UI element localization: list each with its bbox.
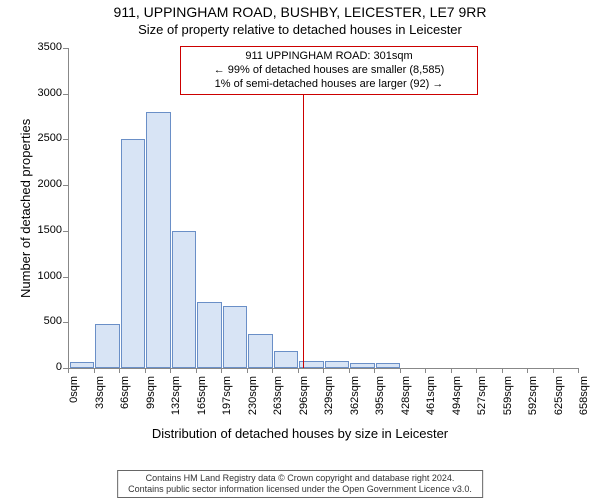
x-tick-mark	[527, 368, 528, 373]
x-tick-label: 0sqm	[68, 376, 80, 403]
histogram-bar	[376, 363, 401, 368]
info-box: 911 UPPINGHAM ROAD: 301sqm ← 99% of deta…	[180, 46, 478, 95]
x-tick-mark	[119, 368, 120, 373]
histogram-bar	[197, 302, 222, 368]
title-main: 911, UPPINGHAM ROAD, BUSHBY, LEICESTER, …	[0, 4, 600, 20]
x-tick-mark	[502, 368, 503, 373]
x-tick-mark	[578, 368, 579, 373]
info-line-2: ← 99% of detached houses are smaller (8,…	[189, 64, 469, 78]
x-tick-mark	[451, 368, 452, 373]
x-tick-label: 165sqm	[196, 376, 208, 415]
plot-area	[68, 48, 579, 369]
x-tick-mark	[425, 368, 426, 373]
y-tick-label: 2000	[22, 178, 62, 190]
histogram-bar	[248, 334, 273, 368]
histogram-bar	[223, 306, 248, 368]
x-tick-mark	[145, 368, 146, 373]
y-tick-mark	[63, 322, 68, 323]
x-tick-label: 197sqm	[221, 376, 233, 415]
y-tick-label: 500	[22, 315, 62, 327]
marker-line	[303, 48, 304, 368]
footer-line-1: Contains HM Land Registry data © Crown c…	[128, 473, 472, 484]
x-tick-mark	[196, 368, 197, 373]
x-tick-label: 99sqm	[145, 376, 157, 409]
y-tick-mark	[63, 94, 68, 95]
y-tick-label: 0	[22, 361, 62, 373]
x-tick-mark	[221, 368, 222, 373]
x-tick-mark	[323, 368, 324, 373]
x-tick-label: 362sqm	[349, 376, 361, 415]
x-tick-label: 395sqm	[374, 376, 386, 415]
chart-container: 911, UPPINGHAM ROAD, BUSHBY, LEICESTER, …	[0, 0, 600, 500]
x-tick-label: 263sqm	[272, 376, 284, 415]
footer-line-2: Contains public sector information licen…	[128, 484, 472, 495]
x-tick-mark	[400, 368, 401, 373]
x-tick-label: 296sqm	[298, 376, 310, 415]
x-tick-label: 230sqm	[247, 376, 259, 415]
histogram-bar	[350, 363, 375, 368]
y-tick-mark	[63, 185, 68, 186]
x-tick-label: 66sqm	[119, 376, 131, 409]
x-tick-mark	[374, 368, 375, 373]
x-tick-mark	[94, 368, 95, 373]
x-tick-mark	[68, 368, 69, 373]
x-tick-label: 559sqm	[502, 376, 514, 415]
y-tick-label: 3000	[22, 87, 62, 99]
x-tick-label: 329sqm	[323, 376, 335, 415]
y-tick-label: 1000	[22, 270, 62, 282]
histogram-bar	[95, 324, 120, 368]
x-tick-mark	[298, 368, 299, 373]
y-tick-label: 1500	[22, 224, 62, 236]
x-tick-mark	[170, 368, 171, 373]
y-tick-label: 2500	[22, 132, 62, 144]
x-tick-label: 592sqm	[527, 376, 539, 415]
y-tick-mark	[63, 48, 68, 49]
y-tick-mark	[63, 231, 68, 232]
y-tick-mark	[63, 139, 68, 140]
title-sub: Size of property relative to detached ho…	[0, 22, 600, 37]
x-tick-label: 658sqm	[578, 376, 590, 415]
info-line-1: 911 UPPINGHAM ROAD: 301sqm	[189, 50, 469, 64]
x-tick-label: 625sqm	[553, 376, 565, 415]
y-tick-label: 3500	[22, 41, 62, 53]
histogram-bar	[146, 112, 171, 368]
x-tick-label: 461sqm	[425, 376, 437, 415]
x-tick-mark	[272, 368, 273, 373]
x-tick-label: 132sqm	[170, 376, 182, 415]
x-tick-label: 527sqm	[476, 376, 488, 415]
histogram-bar	[121, 139, 146, 368]
footer-box: Contains HM Land Registry data © Crown c…	[117, 470, 483, 499]
x-tick-label: 33sqm	[94, 376, 106, 409]
x-tick-mark	[476, 368, 477, 373]
histogram-bar	[172, 231, 197, 368]
y-tick-mark	[63, 277, 68, 278]
x-tick-label: 428sqm	[400, 376, 412, 415]
histogram-bar	[325, 361, 350, 368]
x-tick-mark	[247, 368, 248, 373]
x-tick-mark	[349, 368, 350, 373]
histogram-bar	[70, 362, 95, 368]
histogram-bar	[274, 351, 299, 368]
x-tick-mark	[553, 368, 554, 373]
x-tick-label: 494sqm	[451, 376, 463, 415]
info-line-3: 1% of semi-detached houses are larger (9…	[189, 78, 469, 92]
x-axis-label: Distribution of detached houses by size …	[0, 426, 600, 441]
